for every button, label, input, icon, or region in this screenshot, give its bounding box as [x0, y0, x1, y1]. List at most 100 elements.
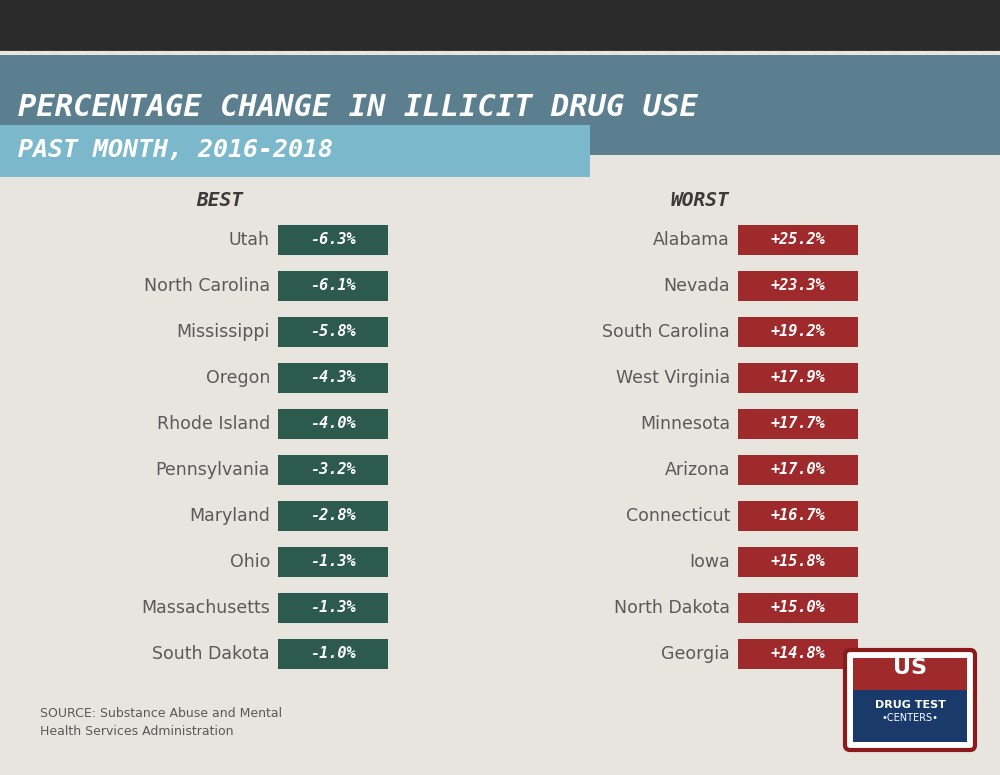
Polygon shape [414, 0, 450, 50]
Polygon shape [666, 0, 702, 50]
FancyBboxPatch shape [278, 363, 388, 393]
Polygon shape [988, 0, 1000, 50]
Text: Arizona: Arizona [664, 461, 730, 479]
Polygon shape [442, 0, 478, 50]
Polygon shape [8, 0, 44, 50]
Polygon shape [302, 0, 338, 50]
FancyBboxPatch shape [278, 409, 388, 439]
Polygon shape [708, 0, 744, 50]
Polygon shape [946, 0, 982, 50]
Polygon shape [190, 0, 226, 50]
Text: Ohio: Ohio [230, 553, 270, 571]
Text: West Virginia: West Virginia [616, 369, 730, 387]
Polygon shape [778, 0, 814, 50]
FancyBboxPatch shape [738, 455, 858, 485]
Polygon shape [750, 0, 786, 50]
FancyBboxPatch shape [738, 271, 858, 301]
Polygon shape [624, 0, 660, 50]
Polygon shape [820, 0, 856, 50]
Text: +17.7%: +17.7% [771, 416, 825, 432]
Text: -1.3%: -1.3% [310, 554, 356, 570]
Text: PAST MONTH, 2016-2018: PAST MONTH, 2016-2018 [18, 138, 333, 162]
Text: Utah: Utah [229, 231, 270, 249]
Polygon shape [848, 0, 884, 50]
FancyBboxPatch shape [738, 363, 858, 393]
Text: Mississippi: Mississippi [177, 323, 270, 341]
Text: Minnesota: Minnesota [640, 415, 730, 433]
Polygon shape [274, 0, 310, 50]
FancyBboxPatch shape [845, 650, 975, 750]
Text: BEST: BEST [196, 191, 244, 209]
Polygon shape [582, 0, 618, 50]
Text: Oregon: Oregon [206, 369, 270, 387]
Text: Massachusetts: Massachusetts [141, 599, 270, 617]
Text: +16.7%: +16.7% [771, 508, 825, 523]
FancyBboxPatch shape [278, 547, 388, 577]
Polygon shape [400, 0, 436, 50]
FancyBboxPatch shape [278, 455, 388, 485]
Text: +15.8%: +15.8% [771, 554, 825, 570]
Polygon shape [260, 0, 296, 50]
Polygon shape [806, 0, 842, 50]
Polygon shape [904, 0, 940, 50]
Text: Iowa: Iowa [689, 553, 730, 571]
Polygon shape [890, 0, 926, 50]
FancyBboxPatch shape [738, 501, 858, 531]
Text: +19.2%: +19.2% [771, 325, 825, 339]
Polygon shape [0, 0, 16, 50]
FancyBboxPatch shape [738, 409, 858, 439]
Text: +23.3%: +23.3% [771, 278, 825, 294]
Text: -1.3%: -1.3% [310, 601, 356, 615]
Polygon shape [470, 0, 506, 50]
Polygon shape [36, 0, 72, 50]
Polygon shape [652, 0, 688, 50]
Text: South Dakota: South Dakota [152, 645, 270, 663]
Polygon shape [526, 0, 562, 50]
FancyBboxPatch shape [278, 317, 388, 347]
Polygon shape [498, 0, 534, 50]
Polygon shape [764, 0, 800, 50]
Polygon shape [0, 0, 30, 50]
Polygon shape [218, 0, 254, 50]
Text: -4.0%: -4.0% [310, 416, 356, 432]
Text: +17.0%: +17.0% [771, 463, 825, 477]
Polygon shape [232, 0, 268, 50]
Text: North Dakota: North Dakota [614, 599, 730, 617]
Text: -6.3%: -6.3% [310, 232, 356, 247]
Polygon shape [596, 0, 632, 50]
FancyBboxPatch shape [738, 593, 858, 623]
Polygon shape [162, 0, 198, 50]
Text: +15.0%: +15.0% [771, 601, 825, 615]
FancyBboxPatch shape [738, 547, 858, 577]
Polygon shape [610, 0, 646, 50]
Text: -3.2%: -3.2% [310, 463, 356, 477]
Polygon shape [694, 0, 730, 50]
FancyBboxPatch shape [278, 225, 388, 255]
Polygon shape [736, 0, 772, 50]
Text: US: US [893, 658, 927, 678]
Polygon shape [638, 0, 674, 50]
FancyBboxPatch shape [0, 55, 1000, 155]
FancyBboxPatch shape [853, 690, 967, 742]
Polygon shape [64, 0, 100, 50]
Polygon shape [540, 0, 576, 50]
Polygon shape [344, 0, 380, 50]
Text: •CENTERS•: •CENTERS• [882, 713, 938, 723]
Polygon shape [106, 0, 142, 50]
Polygon shape [680, 0, 716, 50]
Text: SOURCE: Substance Abuse and Mental
Health Services Administration: SOURCE: Substance Abuse and Mental Healt… [40, 707, 282, 738]
Polygon shape [358, 0, 394, 50]
FancyBboxPatch shape [278, 501, 388, 531]
Polygon shape [456, 0, 492, 50]
Text: DRUG TEST: DRUG TEST [875, 700, 945, 710]
Text: Connecticut: Connecticut [626, 507, 730, 525]
Polygon shape [204, 0, 240, 50]
Polygon shape [932, 0, 968, 50]
Text: Nevada: Nevada [663, 277, 730, 295]
FancyBboxPatch shape [853, 658, 967, 690]
Polygon shape [974, 0, 1000, 50]
Polygon shape [568, 0, 604, 50]
Polygon shape [834, 0, 870, 50]
Polygon shape [722, 0, 758, 50]
Polygon shape [386, 0, 422, 50]
